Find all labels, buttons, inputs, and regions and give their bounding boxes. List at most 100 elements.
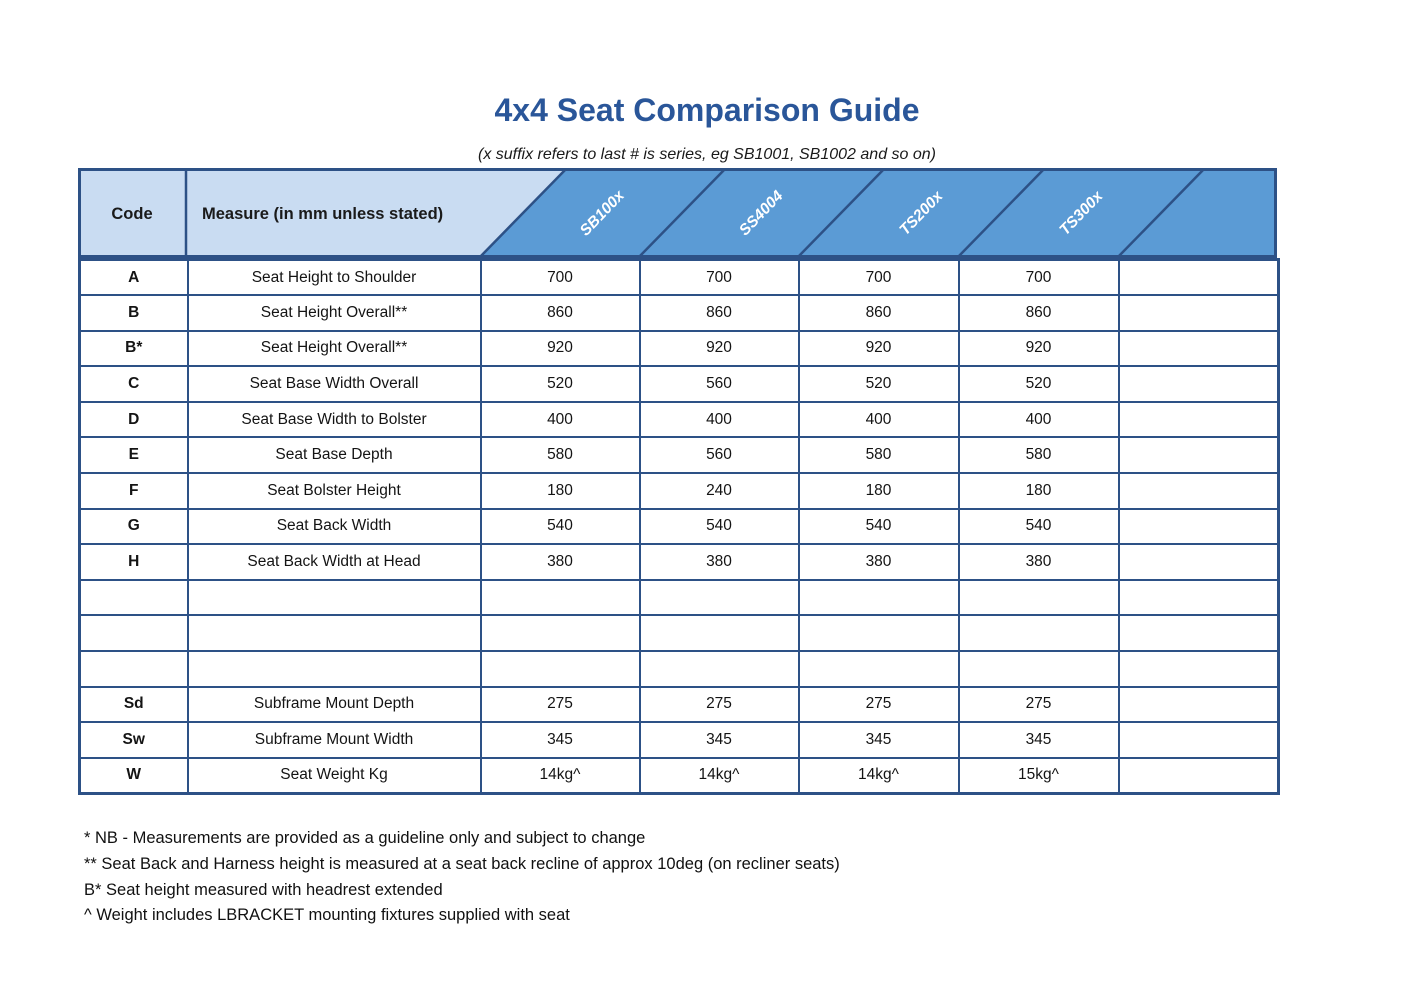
cell-value: 920 xyxy=(638,329,800,368)
row-code: Sd xyxy=(78,685,189,724)
cell-value: 580 xyxy=(479,436,641,475)
code-column-header: Code xyxy=(111,205,152,223)
cell-value: 345 xyxy=(638,721,800,759)
cell-value: 700 xyxy=(957,258,1120,297)
cell-value: 540 xyxy=(957,507,1120,546)
table-row xyxy=(78,578,1280,617)
cell-value: 860 xyxy=(797,294,960,332)
cell-value: 15kg^ xyxy=(957,756,1120,795)
cell-empty xyxy=(1117,650,1280,688)
cell-value: 14kg^ xyxy=(638,756,800,795)
cell-empty xyxy=(1117,614,1280,653)
cell-value: 380 xyxy=(797,543,960,581)
cell-value: 400 xyxy=(797,400,960,439)
cell-value xyxy=(479,578,641,617)
row-code: B* xyxy=(78,329,189,368)
row-code: H xyxy=(78,543,189,581)
footnote-guideline: * NB - Measurements are provided as a gu… xyxy=(84,829,646,847)
header-light-area xyxy=(78,168,567,258)
header-product-band xyxy=(479,168,1277,258)
footnotes: * NB - Measurements are provided as a gu… xyxy=(84,826,840,929)
cell-value: 400 xyxy=(957,400,1120,439)
row-code xyxy=(78,614,189,653)
cell-value: 520 xyxy=(957,365,1120,403)
page-title: 4x4 Seat Comparison Guide xyxy=(494,92,920,128)
cell-value: 14kg^ xyxy=(479,756,641,795)
row-measure: Seat Base Width Overall xyxy=(186,365,482,403)
row-code: W xyxy=(78,756,189,795)
table-row: W Seat Weight Kg 14kg^ 14kg^ 14kg^ 15kg^ xyxy=(78,756,1280,795)
row-code: G xyxy=(78,507,189,546)
row-measure: Seat Height Overall** xyxy=(186,329,482,368)
row-code: D xyxy=(78,400,189,439)
row-measure xyxy=(186,614,482,653)
cell-value xyxy=(479,650,641,688)
row-measure xyxy=(186,650,482,688)
cell-empty xyxy=(1117,436,1280,475)
cell-empty xyxy=(1117,294,1280,332)
cell-value: 560 xyxy=(638,436,800,475)
cell-value: 520 xyxy=(479,365,641,403)
cell-empty xyxy=(1117,365,1280,403)
cell-empty xyxy=(1117,472,1280,510)
comparison-table-container: Code Measure (in mm unless stated) SB100… xyxy=(78,168,1280,795)
row-measure: Seat Base Width to Bolster xyxy=(186,400,482,439)
cell-value: 560 xyxy=(638,365,800,403)
row-code: E xyxy=(78,436,189,475)
row-measure: Seat Height Overall** xyxy=(186,294,482,332)
cell-value: 380 xyxy=(957,543,1120,581)
header-outer-border xyxy=(78,168,1277,258)
cell-value: 345 xyxy=(957,721,1120,759)
row-code: A xyxy=(78,258,189,297)
cell-value: 400 xyxy=(638,400,800,439)
cell-value: 540 xyxy=(638,507,800,546)
row-code: B xyxy=(78,294,189,332)
cell-value: 180 xyxy=(797,472,960,510)
cell-value: 920 xyxy=(479,329,641,368)
cell-empty xyxy=(1117,578,1280,617)
cell-value: 380 xyxy=(479,543,641,581)
cell-empty xyxy=(1117,507,1280,546)
cell-value xyxy=(797,650,960,688)
cell-value: 240 xyxy=(638,472,800,510)
cell-value: 180 xyxy=(479,472,641,510)
cell-value: 275 xyxy=(957,685,1120,724)
table-row: B* Seat Height Overall** 920 920 920 920 xyxy=(78,329,1280,368)
diagonal-divider xyxy=(1116,168,1206,258)
table-header: Code Measure (in mm unless stated) SB100… xyxy=(78,168,1277,258)
row-measure: Subframe Mount Depth xyxy=(186,685,482,724)
row-code: F xyxy=(78,472,189,510)
table-row: Sd Subframe Mount Depth 275 275 275 275 xyxy=(78,685,1280,724)
cell-value: 860 xyxy=(638,294,800,332)
cell-value xyxy=(957,614,1120,653)
cell-value: 275 xyxy=(479,685,641,724)
diagonal-divider xyxy=(478,168,568,258)
cell-value xyxy=(638,578,800,617)
table-row xyxy=(78,614,1280,653)
cell-value: 275 xyxy=(797,685,960,724)
cell-value: 860 xyxy=(957,294,1120,332)
cell-value: 540 xyxy=(797,507,960,546)
table-row: D Seat Base Width to Bolster 400 400 400 400 xyxy=(78,400,1280,439)
table-row: C Seat Base Width Overall 520 560 520 520 xyxy=(78,365,1280,403)
footnote-weight: ^ Weight includes LBRACKET mounting fixt… xyxy=(84,906,570,925)
table-row xyxy=(78,650,1280,688)
cell-value: 700 xyxy=(479,258,641,297)
cell-empty xyxy=(1117,258,1280,297)
cell-value: 345 xyxy=(479,721,641,759)
table-row: Sw Subframe Mount Width 345 345 345 345 xyxy=(78,721,1280,759)
cell-value xyxy=(479,614,641,653)
row-measure: Seat Weight Kg xyxy=(186,756,482,795)
cell-empty xyxy=(1117,685,1280,724)
row-code: Sw xyxy=(78,721,189,759)
cell-value xyxy=(797,614,960,653)
cell-empty xyxy=(1117,756,1280,795)
cell-value: 860 xyxy=(479,294,641,332)
footnote-headrest: B* Seat height measured with headrest ex… xyxy=(84,880,443,899)
row-measure: Seat Back Width xyxy=(186,507,482,546)
row-measure xyxy=(186,578,482,617)
cell-value xyxy=(638,614,800,653)
row-code: C xyxy=(78,365,189,403)
cell-value xyxy=(957,578,1120,617)
row-measure: Seat Base Depth xyxy=(186,436,482,475)
